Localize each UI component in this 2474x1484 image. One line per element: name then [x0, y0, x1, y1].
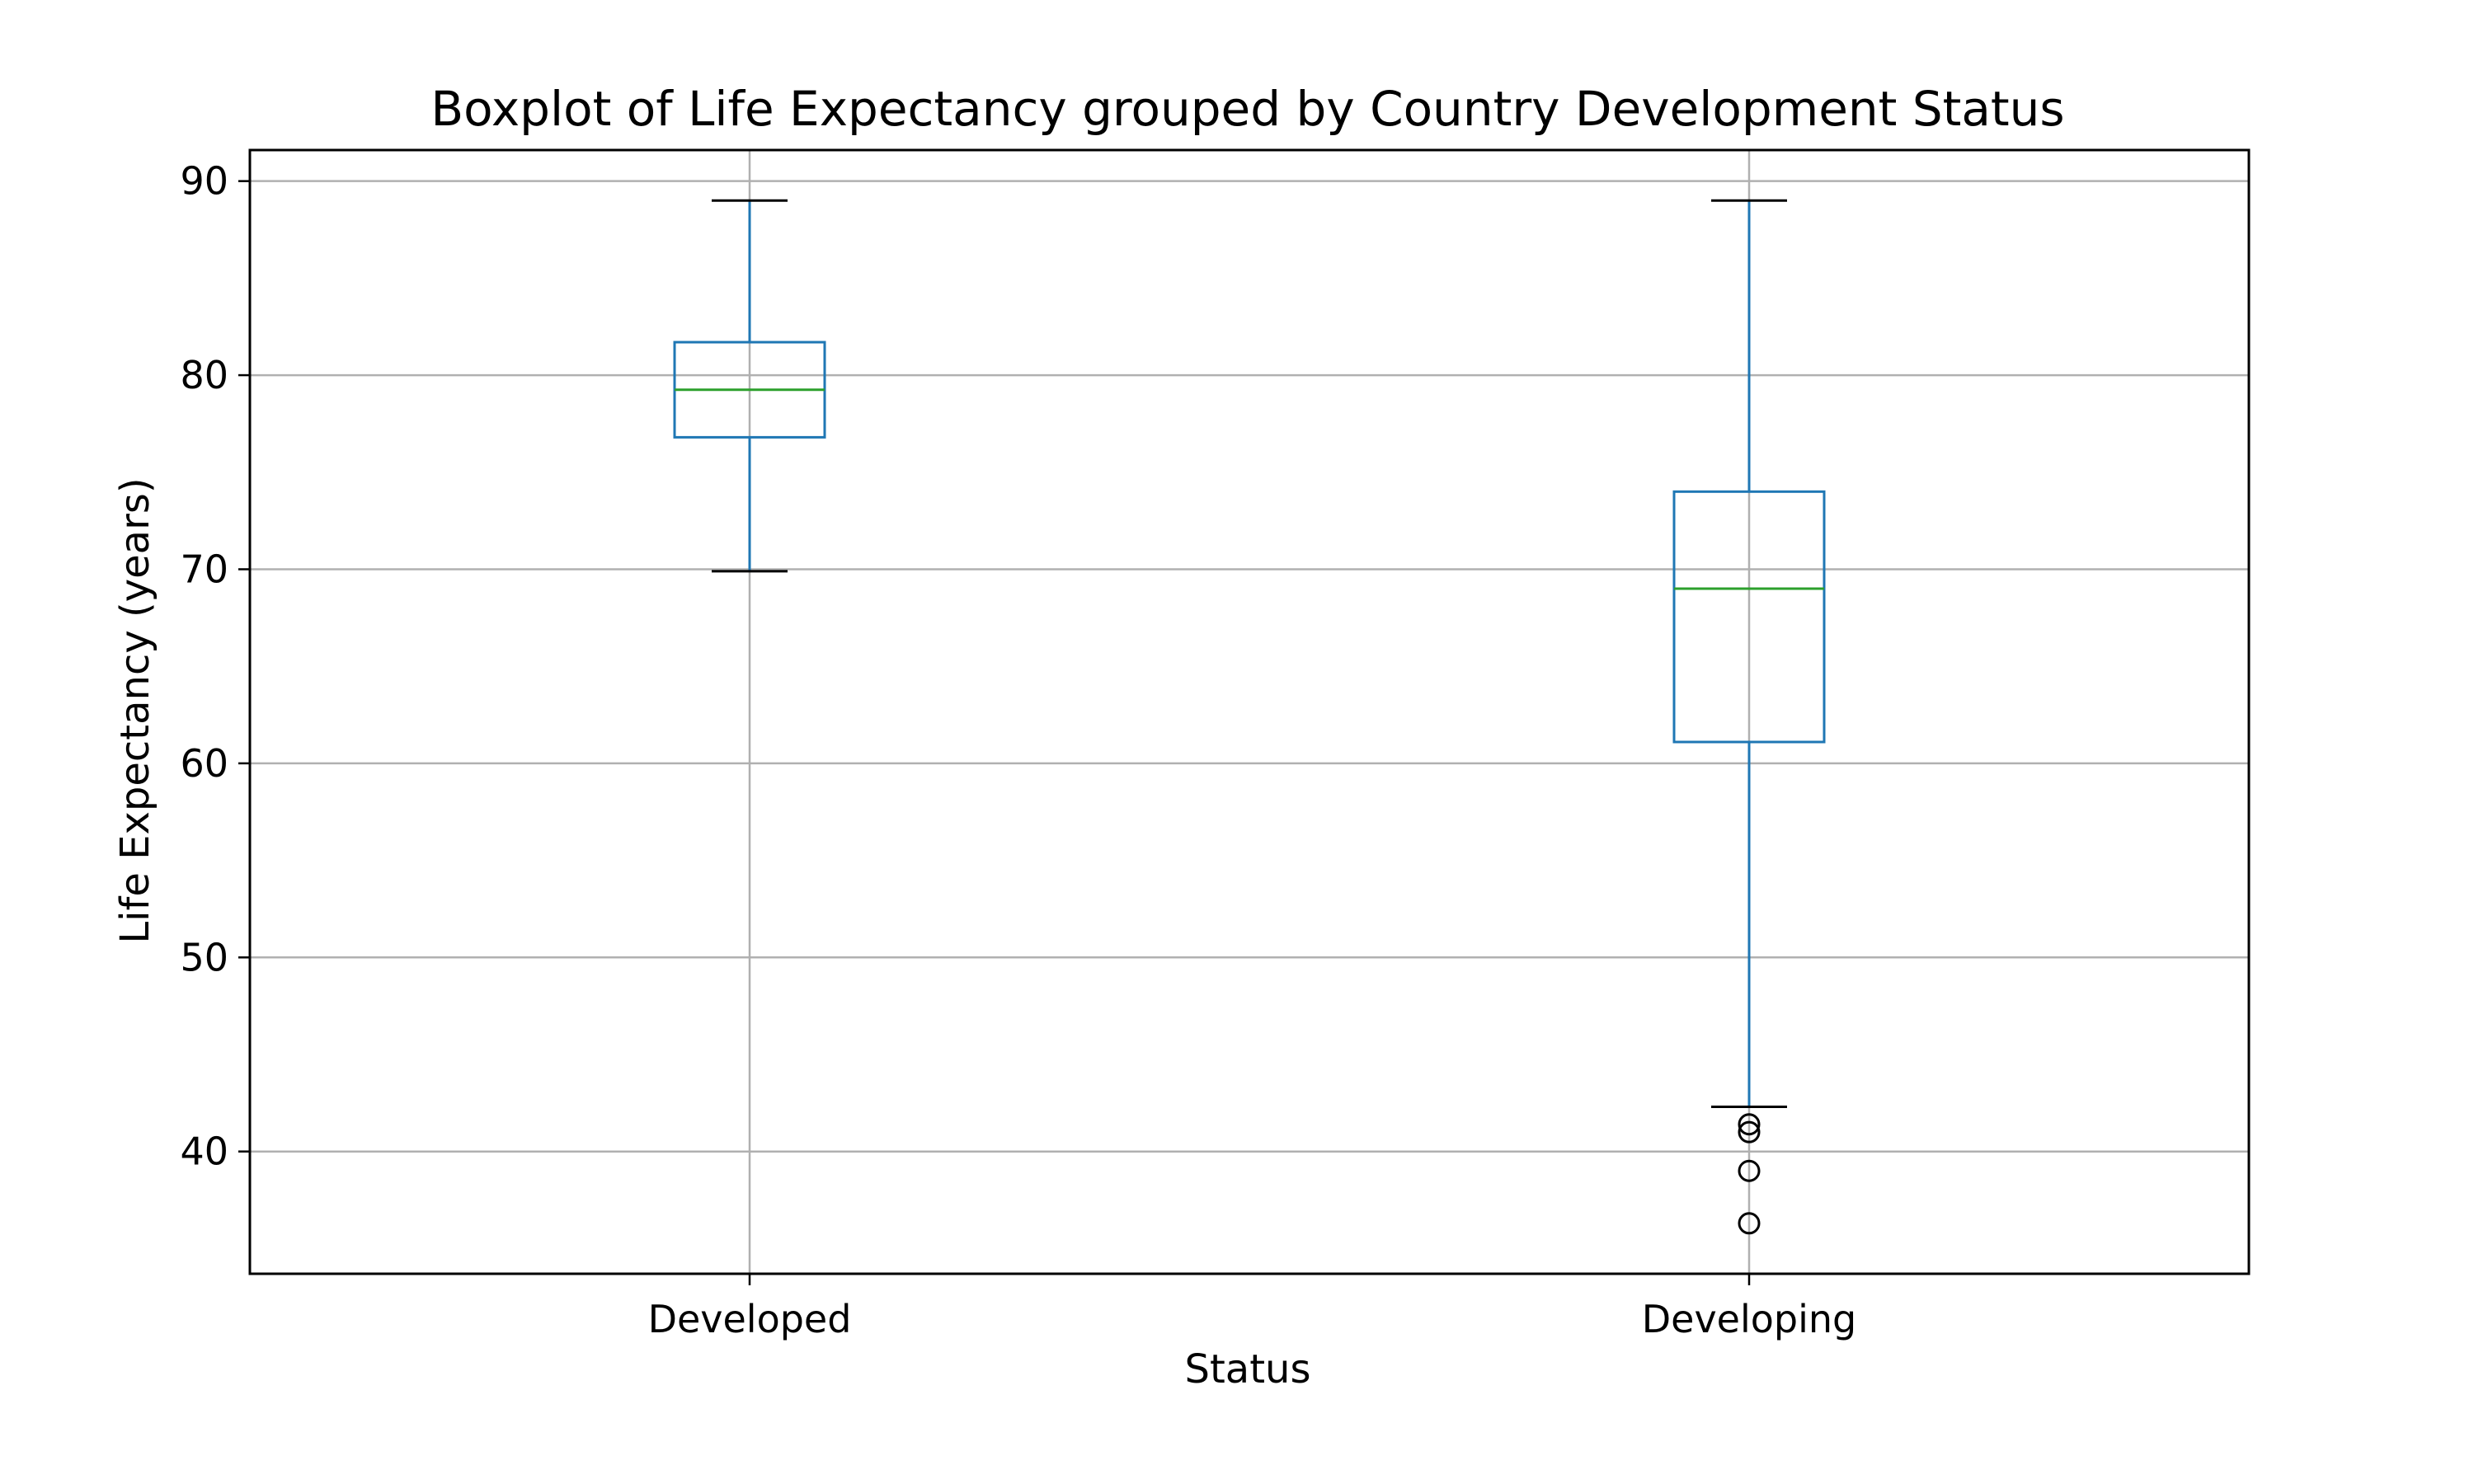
y-tick-label: 70 — [180, 547, 228, 591]
y-tick-label: 80 — [180, 353, 228, 397]
outlier-point — [1738, 1113, 1761, 1136]
box-layer — [673, 199, 1826, 1235]
y-tick-label: 50 — [180, 935, 228, 979]
y-tick-label: 40 — [180, 1129, 228, 1174]
x-tick-label: Developing — [1642, 1297, 1857, 1341]
tick-layer: 40 50 60 70 80 90 Developed Developing — [180, 159, 1856, 1341]
y-axis-label: Life Expectancy (years) — [112, 477, 158, 943]
chart-title: Boxplot of Life Expectancy grouped by Co… — [430, 81, 2064, 137]
x-tick-label: Developed — [648, 1297, 852, 1341]
outlier-point — [1738, 1159, 1761, 1182]
x-axis-label: Status — [1185, 1346, 1311, 1392]
outlier-point — [1738, 1212, 1761, 1235]
y-tick-label: 60 — [180, 741, 228, 786]
outlier-point — [1738, 1120, 1761, 1144]
plot-frame — [248, 148, 2251, 1275]
box-iqr — [1672, 490, 1826, 744]
y-tick-label: 90 — [180, 159, 228, 204]
